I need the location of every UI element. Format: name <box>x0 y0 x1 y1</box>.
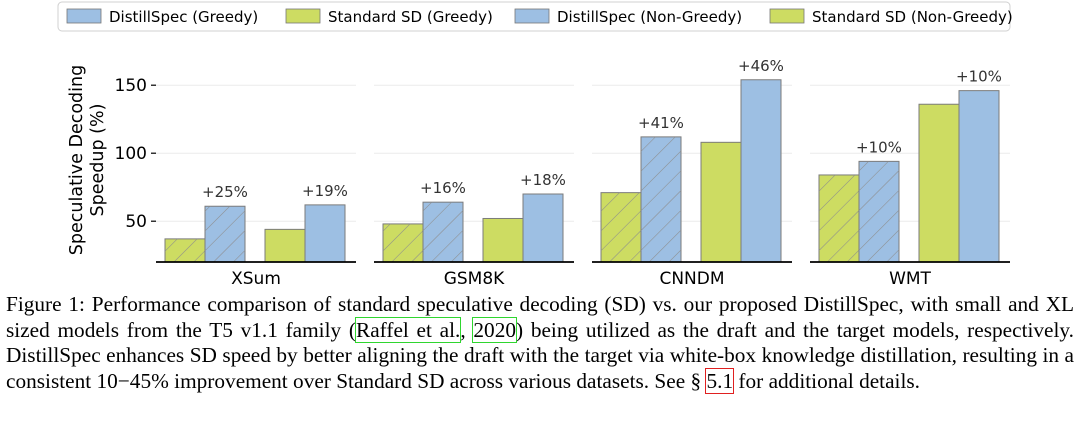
bar-annotation: +10% <box>856 138 902 156</box>
y-tick-label: 100 <box>115 144 147 164</box>
panel-xsum: +25% +19% XSum <box>156 84 356 289</box>
bar-annotation: +18% <box>520 171 566 189</box>
bar <box>958 90 1000 263</box>
bar <box>482 217 524 263</box>
bar-annotation: +19% <box>302 182 348 200</box>
bar-annotation: +10% <box>956 68 1002 86</box>
citation-separator: , <box>460 317 474 342</box>
legend-label: DistillSpec (Greedy) <box>109 8 258 26</box>
bar-annotation: +16% <box>420 179 466 197</box>
category-label: GSM8K <box>444 269 505 289</box>
legend-swatch <box>66 8 102 24</box>
bar-hatch <box>859 161 899 262</box>
bar-hatch <box>383 223 423 262</box>
legend-label: Standard SD (Non-Greedy) <box>812 8 1013 26</box>
y-axis-label: Speculative DecodingSpeedup (%) <box>67 65 108 255</box>
legend-swatch <box>514 8 550 24</box>
bar <box>740 79 782 263</box>
bar-annotation: +41% <box>638 114 684 132</box>
caption-text-2: ) being utilized as the draft and the ta… <box>6 317 1075 393</box>
y-tick-label: 50 <box>125 212 147 232</box>
caption-label: Figure 1: <box>6 292 85 316</box>
bar <box>304 204 346 263</box>
section-ref-link[interactable]: 5.1 <box>705 367 735 394</box>
panel-cnndm: +41% +46% CNNDM <box>592 57 792 289</box>
figure-caption: Figure 1: Performance comparison of stan… <box>6 292 1074 394</box>
y-tick-label: 150 <box>115 76 147 96</box>
y-axis: 50 100 150 <box>115 76 156 232</box>
y-axis-label-line: Speedup (%) <box>88 104 108 217</box>
legend-label: Standard SD (Greedy) <box>328 8 493 26</box>
citation-author-link[interactable]: Raffel et al. <box>354 316 462 343</box>
bar-annotation: +25% <box>202 183 248 201</box>
bar <box>522 193 564 263</box>
legend-swatch <box>285 8 321 24</box>
legend-label: DistillSpec (Non-Greedy) <box>557 8 742 26</box>
citation-year-link[interactable]: 2020 <box>472 316 517 343</box>
chart-legend: DistillSpec (Greedy) Standard SD (Greedy)… <box>57 1 1013 32</box>
bar <box>700 141 742 263</box>
bar-hatch <box>205 206 245 262</box>
category-label: WMT <box>889 269 931 289</box>
category-label: XSum <box>231 269 281 289</box>
bar-hatch <box>641 136 681 262</box>
caption-text-1: Performance comparison of standard specu… <box>6 292 1075 342</box>
legend-swatch <box>769 8 805 24</box>
bar-hatch <box>165 238 205 262</box>
bar-hatch <box>819 174 859 262</box>
caption-text-3: for additional details. <box>733 368 920 393</box>
speedup-bar-chart: DistillSpec (Greedy) Standard SD (Greedy)… <box>57 1 1013 289</box>
panel-gsm8k: +16% +18% GSM8K <box>374 84 574 289</box>
panel-wmt: +10% +10% WMT <box>810 68 1010 289</box>
bar <box>264 228 306 263</box>
chart-panels: +25% +19% XSum +16% +18% GSM8K +41% +46% CNNDM +1… <box>156 57 1010 289</box>
bar-hatch <box>423 202 463 262</box>
y-axis-label-line: Speculative Decoding <box>67 65 87 255</box>
category-label: CNNDM <box>659 269 724 289</box>
bar-hatch <box>601 192 641 262</box>
bar-annotation: +46% <box>738 57 784 75</box>
bar <box>918 103 960 263</box>
